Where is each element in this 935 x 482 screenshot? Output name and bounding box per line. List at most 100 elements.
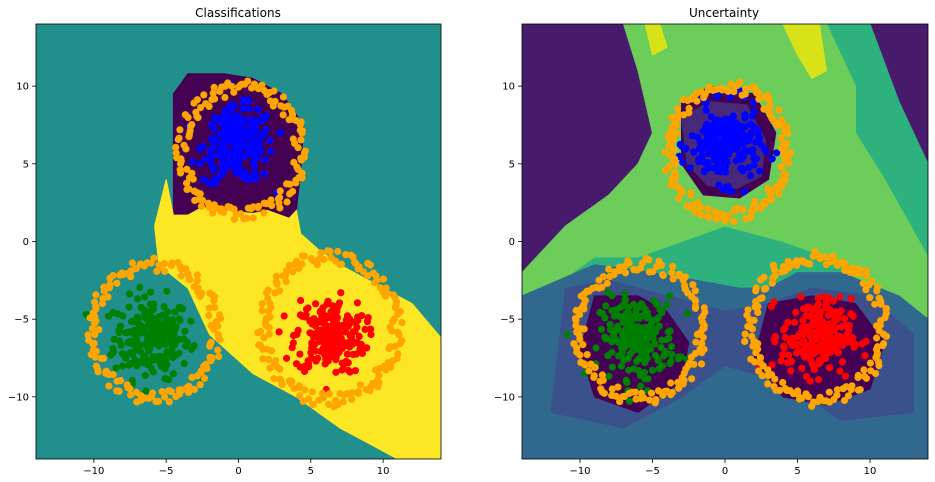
data-point [258,300,266,308]
data-point [758,372,766,380]
data-point [172,143,180,151]
data-point [704,205,712,213]
data-point [348,395,356,403]
data-point [669,275,677,283]
data-point [671,160,680,168]
data-point [260,209,268,217]
data-point [762,197,770,205]
data-point [266,137,274,145]
data-point [607,326,615,334]
data-point [784,257,792,265]
data-point [678,188,686,196]
data-point [165,398,173,406]
data-point [216,87,224,96]
data-point [353,323,361,331]
data-point [311,331,319,339]
data-point [243,214,251,222]
data-point [848,382,856,390]
data-point [128,259,136,267]
data-point [164,308,172,316]
data-point [247,141,255,150]
data-point [291,260,299,269]
y-tick-label: −5 [14,315,29,326]
data-point [342,251,350,259]
data-point [113,279,121,287]
data-point [752,349,760,357]
data-point [278,381,286,389]
data-point [699,127,707,135]
data-point [742,85,750,93]
data-point [667,357,675,365]
data-point [844,392,852,400]
data-point [333,313,341,322]
data-point [337,334,345,342]
data-point [648,366,656,374]
data-point [325,390,333,398]
data-point [222,161,230,169]
data-point [210,83,218,91]
y-tick-label: 0 [509,237,515,248]
data-point [265,324,273,332]
data-point [147,288,155,296]
data-point [190,342,198,350]
data-point [206,289,214,297]
data-point [702,106,710,114]
data-point [136,321,145,329]
data-point [148,389,157,397]
data-point [100,287,108,295]
data-point [798,364,806,372]
data-point [614,326,622,334]
data-point [144,360,152,368]
data-point [694,133,702,141]
data-point [354,388,362,396]
data-point [775,190,783,198]
data-point [132,343,140,352]
data-point [270,375,278,383]
data-point [651,327,659,335]
data-point [666,350,674,358]
data-point [847,338,855,346]
data-point [729,112,737,120]
data-point [722,183,730,191]
data-point [239,105,247,113]
data-point [263,289,271,297]
data-point [781,333,789,341]
data-point [306,317,314,325]
data-point [206,180,214,188]
data-point [289,135,297,143]
data-point [146,345,154,353]
data-point [745,164,753,172]
data-point [654,387,663,395]
data-point [207,338,215,346]
data-point [603,279,611,287]
data-point [733,82,741,90]
contour-region [782,24,828,80]
x-tick-label: 0 [722,466,728,477]
data-point [727,80,735,88]
data-point [325,400,333,408]
data-point [327,254,335,262]
data-point [624,304,632,312]
data-point [91,353,99,361]
data-point [581,361,589,369]
x-tick-label: −10 [83,466,104,477]
data-point [343,312,352,320]
data-point [772,184,780,192]
data-point [363,344,371,352]
data-point [182,342,190,350]
data-point [379,275,387,283]
data-point [161,340,169,348]
data-point [115,326,123,334]
data-point [608,348,616,356]
data-point [686,164,694,172]
data-point [752,155,760,163]
data-point [276,187,284,195]
data-point [294,326,302,334]
data-point [185,133,193,141]
data-point [680,111,688,119]
data-point [141,293,149,301]
data-point [360,268,368,276]
data-point [249,214,257,222]
data-point [658,336,666,344]
data-point [342,328,350,336]
